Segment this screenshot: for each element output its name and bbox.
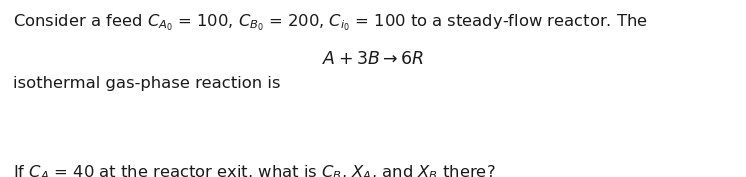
Text: isothermal gas-phase reaction is: isothermal gas-phase reaction is bbox=[13, 76, 281, 91]
Text: $A + 3B \rightarrow 6R$: $A + 3B \rightarrow 6R$ bbox=[322, 50, 424, 68]
Text: Consider a feed $C_{A_0}$ = 100, $C_{B_0}$ = 200, $C_{i_0}$ = 100 to a steady-fl: Consider a feed $C_{A_0}$ = 100, $C_{B_0… bbox=[13, 12, 648, 33]
Text: If $C_A$ = 40 at the reactor exit, what is $C_B$, $X_A$, and $X_B$ there?: If $C_A$ = 40 at the reactor exit, what … bbox=[13, 163, 496, 177]
